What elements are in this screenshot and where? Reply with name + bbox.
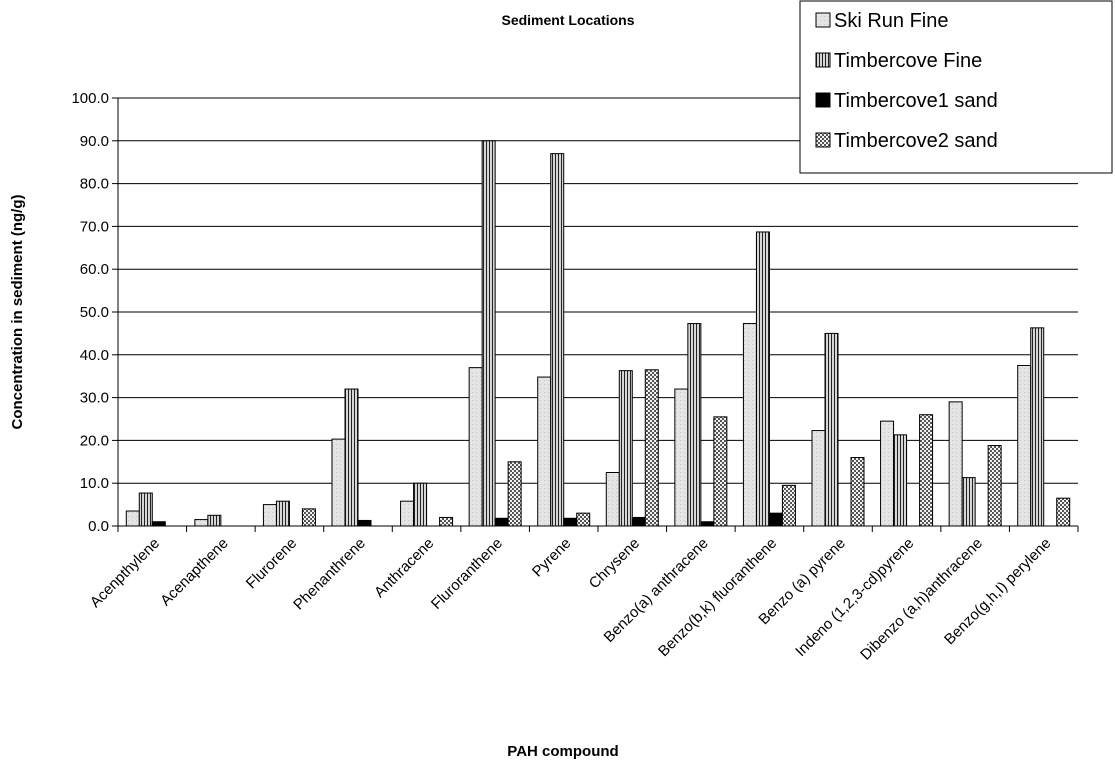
bar-ski-run-fine-1	[125, 510, 140, 527]
bar-timbercove-fine-3	[275, 500, 290, 527]
bar-timbercove2-sand-6	[507, 461, 522, 527]
bar-timbercove2-sand-9	[713, 416, 728, 527]
x-tick-label: Phenanthrene	[290, 535, 369, 614]
x-tick-label: Flurorene	[243, 535, 300, 592]
bar-timbercove-fine-10	[755, 231, 770, 527]
y-tick-label: 40.0	[80, 347, 109, 364]
x-tick-label: Anthracene	[371, 535, 437, 601]
bar-ski-run-fine-8	[605, 472, 620, 527]
bar-ski-run-fine-9	[674, 388, 689, 527]
x-tick-label: Acenapthene	[157, 535, 232, 610]
legend-swatch	[815, 132, 831, 148]
y-tick-label: 50.0	[80, 304, 109, 321]
bar-timbercove2-sand-11	[850, 457, 865, 527]
legend-label: Timbercove1 sand	[834, 90, 998, 112]
y-tick-label: 0.0	[88, 518, 109, 535]
bar-timbercove1-sand-10	[768, 512, 783, 527]
bar-timbercove2-sand-5	[439, 516, 454, 527]
bar-timbercove-fine-13	[961, 477, 976, 527]
bar-ski-run-fine-3	[262, 504, 277, 527]
bar-timbercove-fine-6	[481, 140, 496, 527]
legend-swatch	[815, 92, 831, 108]
x-tick-label: Pyrene	[529, 535, 575, 581]
x-tick-label: Benzo(b,k) fluoranthene	[655, 535, 780, 660]
x-axis-label: PAH compound	[507, 743, 618, 760]
legend-label: Timbercove Fine	[834, 50, 982, 72]
bar-timbercove-fine-5	[413, 482, 428, 527]
y-tick-label: 100.0	[71, 90, 109, 107]
bar-ski-run-fine-4	[331, 438, 346, 527]
legend: Ski Run Fine Timbercove Fine Timbercove1 s…	[799, 0, 1113, 174]
y-tick-label: 30.0	[80, 390, 109, 407]
x-tick-label: Indeno (1,2,3-cd)pyrene	[792, 535, 917, 660]
legend-swatch	[815, 52, 831, 68]
bar-timbercove1-sand-7	[563, 517, 578, 527]
bar-timbercove1-sand-1	[151, 521, 166, 527]
bar-timbercove-fine-11	[824, 332, 839, 527]
bar-timbercove-fine-4	[344, 388, 359, 527]
y-tick-label: 70.0	[80, 218, 109, 235]
bar-timbercove-fine-8	[618, 370, 633, 527]
bar-ski-run-fine-10	[742, 323, 757, 527]
bar-ski-run-fine-13	[948, 401, 963, 527]
bar-ski-run-fine-12	[880, 420, 895, 527]
bar-timbercove2-sand-8	[644, 369, 659, 527]
legend-label: Timbercove2 sand	[834, 130, 998, 152]
y-tick-label: 80.0	[80, 176, 109, 193]
bar-timbercove-fine-14	[1030, 327, 1045, 527]
y-tick-label: 60.0	[80, 261, 109, 278]
y-tick-labels: 0.0 10.0 20.0 30.0 40.0 50.0 60.0 70.0 80.0 90.0 1…	[71, 90, 118, 535]
y-axis-label: Concentration in sediment (ng/g)	[9, 194, 26, 429]
bars	[125, 140, 1071, 527]
bar-ski-run-fine-2	[194, 519, 209, 527]
bar-timbercove1-sand-6	[494, 517, 509, 527]
y-tick-label: 10.0	[80, 475, 109, 492]
bar-timbercove-fine-9	[687, 323, 702, 527]
bar-timbercove-fine-7	[550, 153, 565, 527]
bar-timbercove1-sand-9	[700, 521, 715, 527]
legend-box	[799, 0, 1113, 174]
x-tick-label: Chrysene	[586, 535, 643, 592]
bar-timbercove2-sand-14	[1056, 497, 1071, 527]
x-tick-label: Dibenzo (a,h)anthracene	[857, 535, 986, 664]
legend-swatch	[815, 12, 831, 28]
bar-ski-run-fine-14	[1017, 365, 1032, 527]
bar-timbercove2-sand-10	[781, 484, 796, 527]
x-tick-label: Fluroranthene	[428, 535, 506, 613]
bar-ski-run-fine-6	[468, 367, 483, 527]
chart-title: Sediment Locations	[501, 12, 634, 28]
bar-timbercove2-sand-3	[301, 508, 316, 527]
legend-label: Ski Run Fine	[834, 10, 949, 32]
bar-timbercove2-sand-13	[987, 445, 1002, 527]
bar-timbercove-fine-2	[207, 514, 222, 527]
bar-timbercove-fine-1	[138, 492, 153, 527]
y-tick-label: 20.0	[80, 432, 109, 449]
bar-ski-run-fine-7	[537, 376, 552, 527]
x-tick-label: Acenpthylene	[87, 535, 163, 611]
bar-timbercove1-sand-4	[357, 519, 372, 527]
bar-ski-run-fine-5	[400, 500, 415, 527]
bar-timbercove2-sand-7	[576, 512, 591, 527]
bar-ski-run-fine-11	[811, 430, 826, 527]
y-tick-label: 90.0	[80, 133, 109, 150]
bar-timbercove1-sand-8	[631, 516, 646, 527]
bar-timbercove-fine-12	[893, 434, 908, 527]
bar-timbercove2-sand-12	[919, 414, 934, 527]
